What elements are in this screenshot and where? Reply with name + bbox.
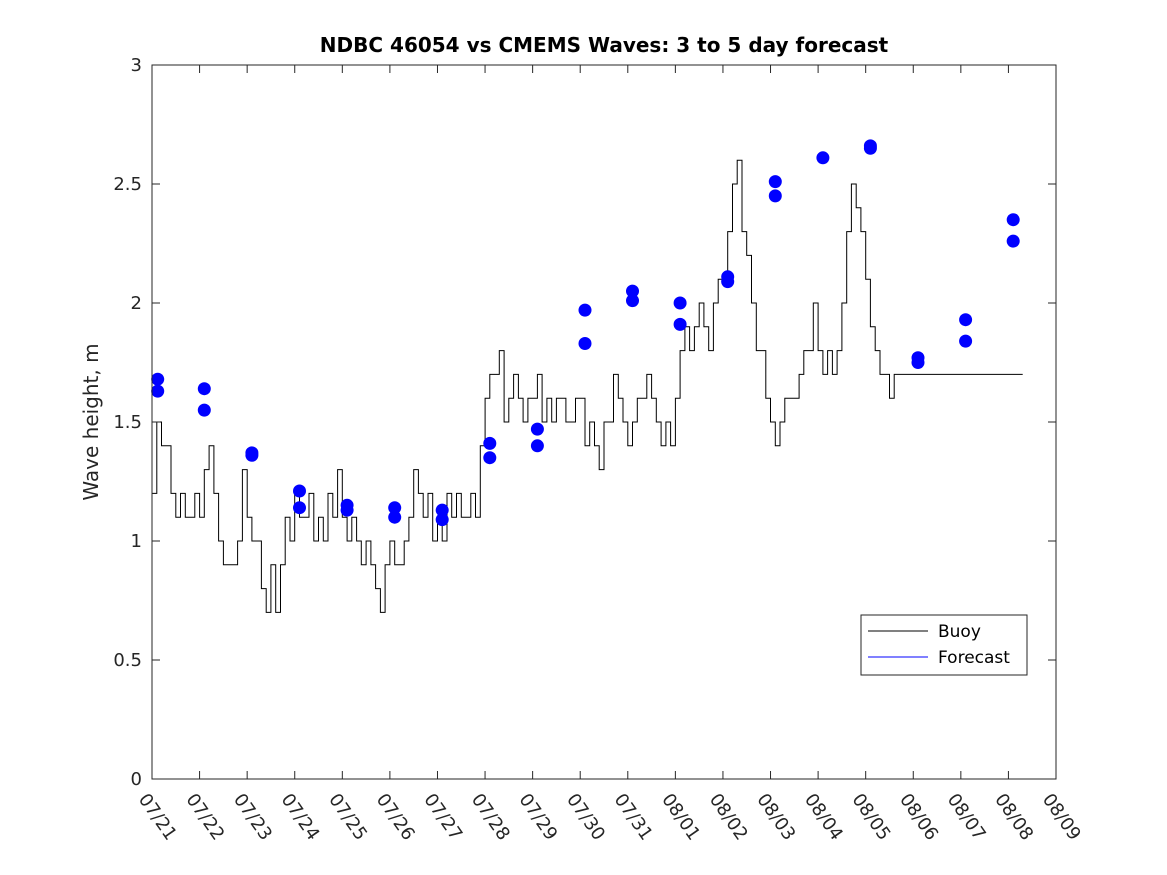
forecast-marker bbox=[151, 384, 165, 398]
forecast-marker bbox=[768, 175, 782, 189]
y-tick-label: 1 bbox=[131, 531, 142, 552]
y-tick-label: 1.5 bbox=[113, 412, 142, 433]
forecast-marker bbox=[673, 317, 687, 331]
forecast-marker bbox=[626, 284, 639, 298]
y-tick-label: 0.5 bbox=[113, 650, 142, 671]
forecast-marker bbox=[959, 313, 973, 327]
forecast-marker bbox=[959, 334, 973, 348]
y-tick-label: 3 bbox=[131, 55, 142, 76]
forecast-marker bbox=[197, 382, 211, 396]
legend: Buoy Forecast bbox=[860, 614, 1028, 676]
forecast-marker bbox=[197, 403, 211, 417]
forecast-marker bbox=[1006, 234, 1020, 248]
forecast-marker bbox=[483, 436, 497, 450]
forecast-marker bbox=[1006, 213, 1020, 227]
y-tick-label: 2 bbox=[131, 293, 142, 314]
chart-title: NDBC 46054 vs CMEMS Waves: 3 to 5 day fo… bbox=[320, 33, 889, 57]
forecast-marker bbox=[293, 501, 306, 515]
forecast-marker bbox=[578, 303, 592, 317]
forecast-marker bbox=[816, 151, 830, 165]
legend-forecast-label: Forecast bbox=[938, 648, 1010, 668]
forecast-marker bbox=[626, 294, 639, 308]
forecast-marker bbox=[245, 448, 259, 462]
forecast-marker bbox=[293, 484, 306, 498]
y-tick-label: 2.5 bbox=[113, 174, 142, 195]
forecast-marker bbox=[530, 439, 544, 453]
legend-buoy-label: Buoy bbox=[938, 622, 981, 642]
forecast-marker bbox=[863, 141, 877, 155]
forecast-marker bbox=[435, 513, 449, 527]
forecast-marker bbox=[530, 422, 544, 436]
forecast-marker bbox=[578, 337, 592, 350]
forecast-marker bbox=[721, 275, 735, 289]
forecast-marker bbox=[768, 189, 782, 203]
plot-area bbox=[151, 139, 1023, 613]
y-tick-label: 0 bbox=[131, 769, 142, 790]
forecast-marker bbox=[911, 356, 925, 369]
y-axis-label: Wave height, m bbox=[79, 343, 103, 500]
forecast-marker bbox=[151, 372, 165, 386]
forecast-marker bbox=[673, 296, 687, 310]
legend-box bbox=[860, 614, 1028, 676]
forecast-marker bbox=[388, 501, 402, 515]
forecast-marker bbox=[483, 451, 497, 465]
series-buoy-line bbox=[152, 159, 1023, 613]
forecast-marker bbox=[435, 503, 449, 517]
forecast-marker bbox=[340, 503, 354, 517]
forecast-marker bbox=[388, 510, 402, 524]
